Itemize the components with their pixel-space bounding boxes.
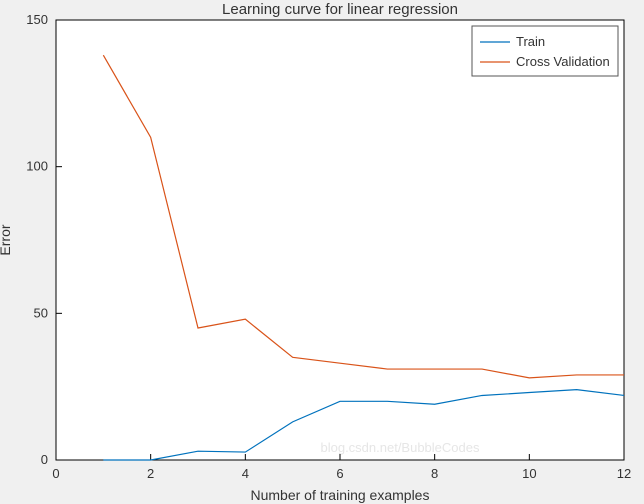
y-tick-label: 150: [26, 12, 48, 27]
y-axis-label: Error: [0, 224, 13, 255]
plot-area: [56, 20, 624, 460]
x-tick-label: 8: [431, 466, 438, 481]
legend-label: Train: [516, 34, 545, 49]
legend-label: Cross Validation: [516, 54, 610, 69]
x-tick-label: 6: [336, 466, 343, 481]
x-tick-label: 10: [522, 466, 536, 481]
x-tick-label: 4: [242, 466, 249, 481]
watermark-text: blog.csdn.net/BubbleCodes: [320, 440, 480, 455]
chart-container: blog.csdn.net/BubbleCodes 0 2 4 6 8 10 12 0 50 100…: [0, 0, 644, 504]
x-tick-label: 2: [147, 466, 154, 481]
y-tick-label: 100: [26, 159, 48, 174]
chart-title: Learning curve for linear regression: [222, 1, 458, 18]
y-tick-label: 50: [34, 305, 48, 320]
x-axis-label: Number of training examples: [251, 487, 430, 503]
x-tick-label: 0: [52, 466, 59, 481]
x-tick-label: 12: [617, 466, 631, 481]
learning-curve-chart: blog.csdn.net/BubbleCodes 0 2 4 6 8 10 12 0 50 100…: [0, 0, 644, 504]
y-tick-label: 0: [41, 452, 48, 467]
